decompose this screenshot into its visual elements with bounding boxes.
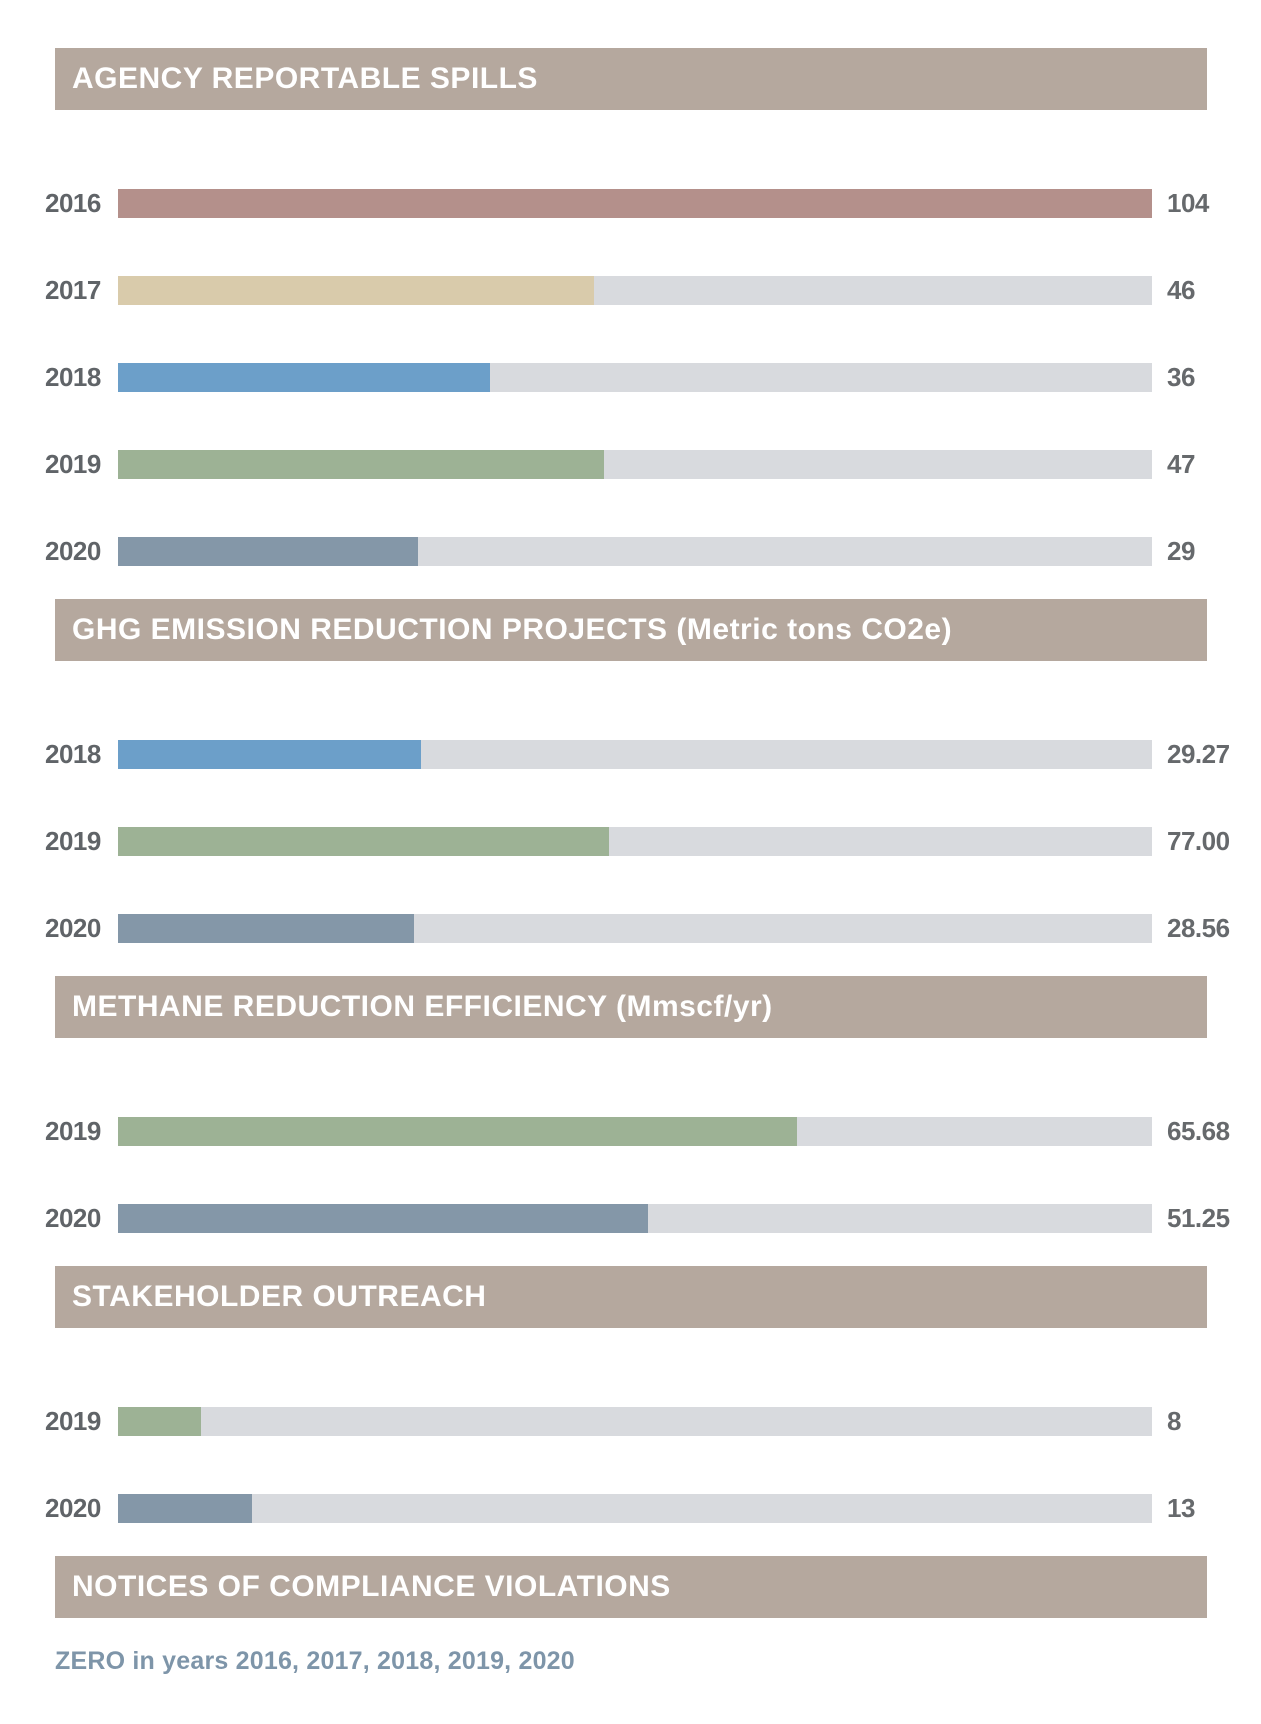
bar-year-label: 2020 [45, 913, 101, 943]
bar-row-2019: 2019 47 [0, 449, 1261, 479]
bar-fill [118, 276, 594, 305]
bar-row-2019: 2019 77.00 [0, 826, 1261, 856]
bar-fill [118, 827, 610, 856]
section-header-agency-reportable-spills: AGENCY REPORTABLE SPILLS [55, 48, 1207, 110]
bar-value-label: 65.68 [1167, 1116, 1230, 1146]
bar-fill [118, 450, 604, 479]
bar-value-label: 28.56 [1167, 913, 1230, 943]
bar-row-2019: 2019 8 [0, 1406, 1261, 1436]
bar-row-2020: 2020 51.25 [0, 1203, 1261, 1233]
bar-year-label: 2018 [45, 739, 101, 769]
bar-fill [118, 363, 491, 392]
section-header-ghg-emission-reduction-projects-metric-tons-co2e: GHG EMISSION REDUCTION PROJECTS (Metric … [55, 599, 1207, 661]
bar-value-label: 29.27 [1167, 739, 1230, 769]
bar-value-label: 46 [1167, 275, 1195, 305]
bar-value-label: 36 [1167, 362, 1195, 392]
bar-rows: 2019 8 2020 13 [0, 1328, 1261, 1523]
bar-track [118, 740, 1152, 769]
bar-value-label: 77.00 [1167, 826, 1230, 856]
bar-year-label: 2019 [45, 449, 101, 479]
bar-row-2018: 2018 29.27 [0, 739, 1261, 769]
bar-value-label: 104 [1167, 188, 1209, 218]
bar-value-label: 47 [1167, 449, 1195, 479]
bar-fill [118, 914, 414, 943]
bar-value-label: 51.25 [1167, 1203, 1230, 1233]
bar-year-label: 2017 [45, 275, 101, 305]
bar-track [118, 1494, 1152, 1523]
bar-fill [118, 189, 1152, 218]
bar-fill [118, 1204, 649, 1233]
bar-fill [118, 740, 421, 769]
bar-value-label: 8 [1167, 1406, 1181, 1436]
section-agency-reportable-spills: AGENCY REPORTABLE SPILLS 2016 104 2017 46 201… [0, 48, 1261, 566]
bar-fill [118, 537, 418, 566]
bar-track [118, 450, 1152, 479]
section-ghg-emission-reduction-projects-metric-tons-co2e: GHG EMISSION REDUCTION PROJECTS (Metric … [0, 599, 1261, 943]
bar-track [118, 189, 1152, 218]
bar-year-label: 2019 [45, 1406, 101, 1436]
bar-year-label: 2020 [45, 536, 101, 566]
bar-row-2020: 2020 29 [0, 536, 1261, 566]
bar-track [118, 276, 1152, 305]
bar-track [118, 363, 1152, 392]
bar-track [118, 537, 1152, 566]
bar-row-2018: 2018 36 [0, 362, 1261, 392]
bar-year-label: 2020 [45, 1493, 101, 1523]
section-header-methane-reduction-efficiency-mmscf-yr: METHANE REDUCTION EFFICIENCY (Mmscf/yr) [55, 976, 1207, 1038]
bar-track [118, 1117, 1152, 1146]
section-header-stakeholder-outreach: STAKEHOLDER OUTREACH [55, 1266, 1207, 1328]
bar-track [118, 1407, 1152, 1436]
section-stakeholder-outreach: STAKEHOLDER OUTREACH 2019 8 2020 13 [0, 1266, 1261, 1523]
bar-rows: 2019 65.68 2020 51.25 [0, 1038, 1261, 1233]
bar-fill [118, 1117, 798, 1146]
bar-rows: 2018 29.27 2019 77.00 2020 28.56 [0, 661, 1261, 943]
bar-year-label: 2018 [45, 362, 101, 392]
section-notices-of-compliance-violations: NOTICES OF COMPLIANCE VIOLATIONS ZERO in … [0, 1556, 1261, 1676]
bar-year-label: 2019 [45, 826, 101, 856]
bar-year-label: 2019 [45, 1116, 101, 1146]
bar-year-label: 2020 [45, 1203, 101, 1233]
zero-violations-note: ZERO in years 2016, 2017, 2018, 2019, 20… [55, 1647, 575, 1675]
bar-row-2020: 2020 28.56 [0, 913, 1261, 943]
section-header-notices-of-compliance-violations: NOTICES OF COMPLIANCE VIOLATIONS [55, 1556, 1207, 1618]
infographic-root: AGENCY REPORTABLE SPILLS 2016 104 2017 46 201… [0, 48, 1261, 1676]
bar-year-label: 2016 [45, 188, 101, 218]
bar-row-2016: 2016 104 [0, 188, 1261, 218]
bar-rows: 2016 104 2017 46 2018 36 2019 47 2020 29 [0, 110, 1261, 566]
bar-track [118, 827, 1152, 856]
bar-value-label: 13 [1167, 1493, 1195, 1523]
bar-row-2019: 2019 65.68 [0, 1116, 1261, 1146]
bar-row-2017: 2017 46 [0, 275, 1261, 305]
section-methane-reduction-efficiency-mmscf-yr: METHANE REDUCTION EFFICIENCY (Mmscf/yr) 2… [0, 976, 1261, 1233]
bar-fill [118, 1407, 201, 1436]
bar-track [118, 914, 1152, 943]
bar-value-label: 29 [1167, 536, 1195, 566]
bar-track [118, 1204, 1152, 1233]
bar-fill [118, 1494, 253, 1523]
bar-row-2020: 2020 13 [0, 1493, 1261, 1523]
